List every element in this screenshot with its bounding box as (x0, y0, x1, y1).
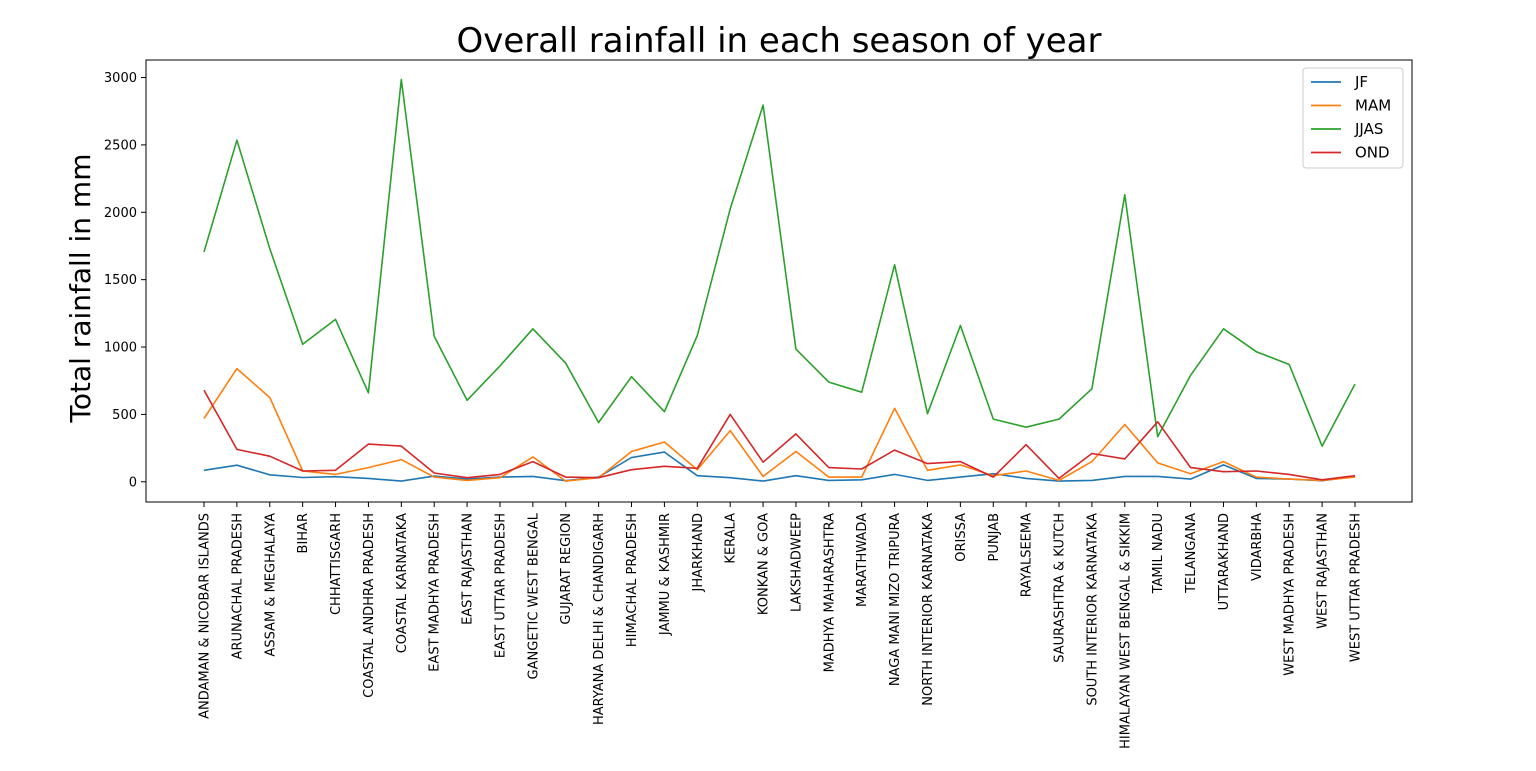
x-tick-label: KONKAN & GOA (757, 513, 772, 615)
x-tick-label: ASSAM & MEGHALAYA (263, 513, 278, 657)
y-tick-label: 500 (112, 408, 137, 423)
x-tick-label: SAURASHTRA & KUTCH (1053, 513, 1068, 663)
x-tick-label: CHHATTISGARH (329, 513, 344, 615)
legend-label-jf: JF (1354, 73, 1368, 91)
y-axis-label: Total rainfall in mm (64, 154, 97, 424)
x-tick-label: UTTARAKHAND (1217, 513, 1232, 610)
legend-label-mam: MAM (1355, 97, 1391, 115)
x-tick-label: NORTH INTERIOR KARNATAKA (921, 513, 936, 706)
x-tick-label: GANGETIC WEST BENGAL (526, 512, 541, 679)
series-line-mam (203, 367, 1356, 482)
series-line-jf (203, 451, 1356, 482)
x-tick-label: WEST MADHYA PRADESH (1283, 513, 1298, 676)
x-tick-label: WEST RAJASTHAN (1316, 513, 1331, 629)
x-tick-label: NAGA MANI MIZO TRIPURA (888, 513, 903, 686)
y-tick-label: 2500 (104, 138, 137, 153)
series-line-ond (203, 389, 1356, 481)
x-tick-label: COASTAL ANDHRA PRADESH (362, 513, 377, 698)
chart-title: Overall rainfall in each season of year (456, 21, 1101, 61)
x-tick-label: EAST UTTAR PRADESH (493, 513, 508, 658)
x-tick-label: EAST MADHYA PRADESH (428, 513, 443, 672)
x-tick-label: TAMIL NADU (1151, 513, 1166, 594)
legend-label-jjas: JJAS (1354, 120, 1383, 138)
x-tick-label: LAKSHADWEEP (789, 513, 804, 612)
x-tick-label: EAST RAJASTHAN (461, 513, 476, 625)
x-tick-label: KERALA (724, 513, 739, 564)
x-tick-label: COASTAL KARNATAKA (395, 513, 410, 653)
series-line-jjas (203, 78, 1356, 447)
x-tick-label: VIDARBHA (1250, 513, 1265, 581)
x-tick-label: MARATHWADA (855, 513, 870, 607)
x-tick-label: TELANGANA (1184, 513, 1199, 594)
y-tick-label: 2000 (104, 206, 137, 221)
x-tick-label: BIHAR (296, 513, 311, 553)
x-tick-label: SOUTH INTERIOR KARNATAKA (1085, 513, 1100, 706)
x-tick-label: MADHYA MAHARASHTRA (822, 513, 837, 673)
legend: JF MAM JJAS OND (1302, 67, 1404, 169)
x-tick-label: HIMACHAL PRADESH (625, 513, 640, 647)
x-tick-label: PUNJAB (987, 513, 1002, 562)
y-tick-label: 0 (129, 475, 137, 490)
x-tick-label: ANDAMAN & NICOBAR ISLANDS (198, 513, 213, 719)
x-tick-label: JHARKHAND (691, 513, 706, 592)
x-tick-label: ORISSA (954, 513, 969, 562)
plot-frame (145, 59, 1413, 503)
x-tick-label: HIMALAYAN WEST BENGAL & SIKKIM (1118, 513, 1133, 749)
x-tick-label: GUJARAT REGION (559, 513, 574, 625)
legend-label-ond: OND (1355, 144, 1390, 162)
x-tick-label: ARUNACHAL PRADESH (230, 513, 245, 659)
x-tick-label: RAYALSEEMA (1020, 513, 1035, 597)
x-tick-label: HARYANA DELHI & CHANDIGARH (592, 513, 607, 725)
y-tick-label: 3000 (104, 71, 137, 86)
x-tick-label: JAMMU & KASHMIR (658, 513, 673, 636)
x-tick-label: WEST UTTAR PRADESH (1349, 513, 1364, 662)
y-tick-label: 1500 (104, 273, 137, 288)
legend-frame (1302, 67, 1404, 169)
y-tick-label: 1000 (104, 341, 137, 356)
plot-area: 0 500 1000 1500 2000 2500 3000 ANDAMAN & NICOBA… (104, 59, 1413, 749)
